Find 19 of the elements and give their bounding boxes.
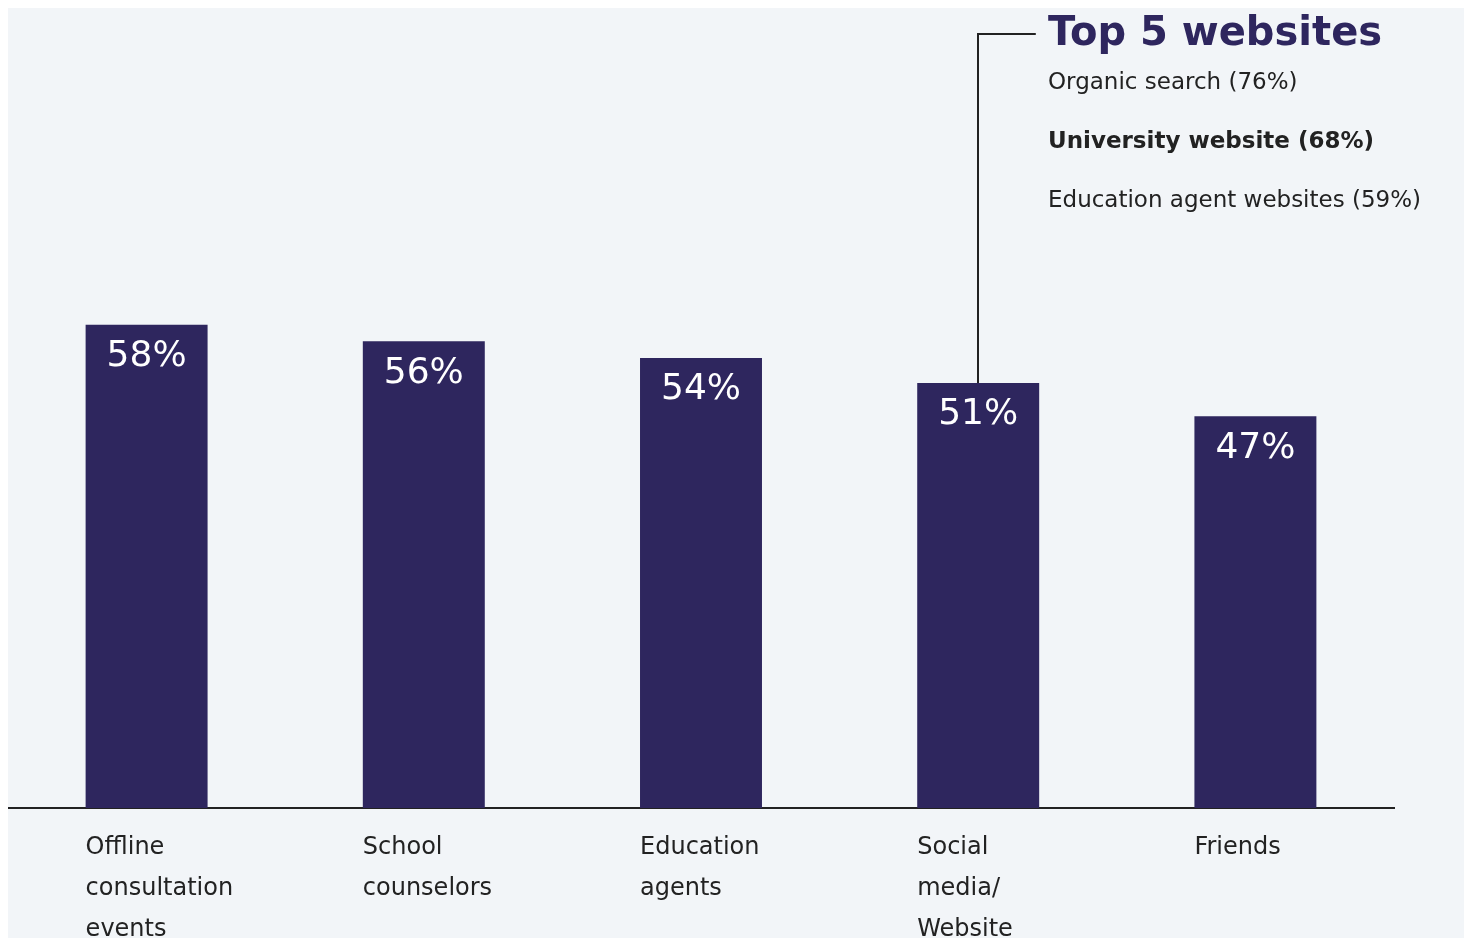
x-tick-label: School counselors (362, 832, 493, 902)
data-label: 56% (383, 349, 464, 391)
bar (917, 383, 1040, 808)
bar (85, 324, 208, 808)
data-label: 47% (1215, 424, 1296, 466)
x-tick-label: Social media/ Website (917, 832, 1013, 941)
text: Top 5 websites (1048, 8, 1384, 56)
bar (362, 341, 485, 808)
x-tick-label: Offline consultation events (85, 832, 234, 941)
x-tick-label: Education agents (640, 832, 760, 902)
x-tick-label: Friends (1194, 832, 1281, 861)
bar (640, 358, 762, 808)
bar (1194, 416, 1317, 808)
text: University website (68%) (1048, 127, 1375, 155)
data-label: 58% (106, 333, 187, 375)
data-label: 54% (660, 366, 742, 408)
text: Education agent websites (59%) (1048, 186, 1422, 214)
data-label: 51% (938, 391, 1019, 433)
text: Organic search (76%) (1048, 68, 1299, 96)
